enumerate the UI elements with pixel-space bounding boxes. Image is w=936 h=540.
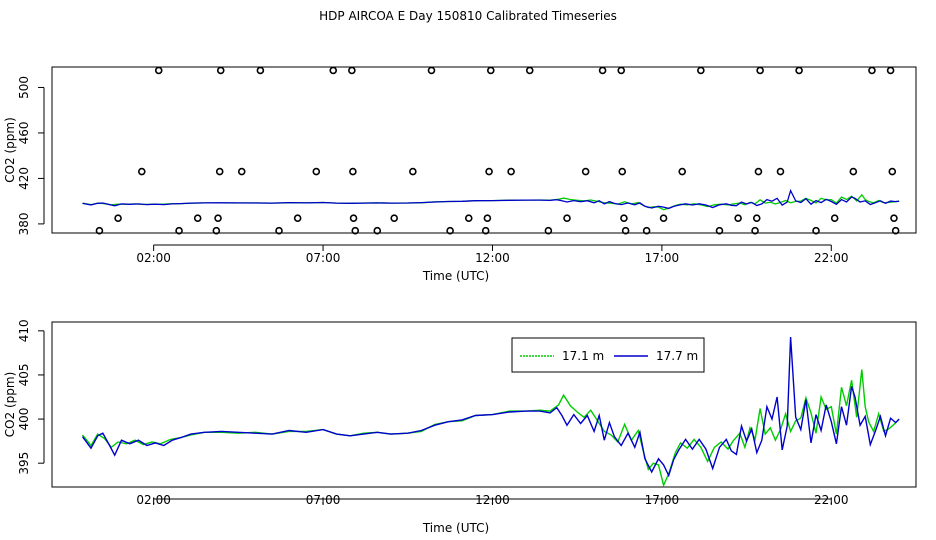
- calibration-point: [390, 214, 399, 223]
- y-axis-label: CO2 (ppm): [3, 117, 17, 183]
- calibration-point: [351, 226, 360, 235]
- legend-label: 17.1 m: [562, 349, 604, 363]
- calibration-point: [890, 214, 898, 223]
- calibration-point: [486, 66, 495, 75]
- calibration-point: [446, 226, 454, 235]
- calibration-point: [485, 167, 493, 176]
- calibration-point: [642, 226, 651, 235]
- calibration-point: [618, 167, 627, 176]
- calibration-point: [193, 214, 202, 223]
- calibration-point: [715, 226, 724, 235]
- y-tick-label: 410: [17, 319, 31, 342]
- x-tick-label: 17:00: [645, 493, 680, 507]
- x-tick-label: 17:00: [645, 251, 680, 265]
- calibration-point: [464, 214, 473, 223]
- x-axis-label: Time (UTC): [422, 521, 489, 535]
- x-tick-label: 22:00: [814, 493, 849, 507]
- calibration-point: [891, 226, 900, 235]
- calibration-point: [678, 167, 687, 176]
- calibration-point: [507, 167, 515, 176]
- series-line: [81, 336, 900, 478]
- calibration-point: [620, 214, 628, 223]
- x-tick-label: 22:00: [814, 251, 849, 265]
- plot-frame: [51, 66, 917, 234]
- y-tick-label: 420: [17, 167, 31, 190]
- calibration-point: [216, 66, 225, 75]
- calibration-point: [329, 66, 338, 75]
- calibration-point: [256, 66, 265, 75]
- y-tick-label: 395: [17, 452, 31, 475]
- calibration-point: [544, 226, 553, 235]
- calibration-point: [175, 226, 183, 235]
- calibration-point: [427, 66, 436, 75]
- top-panel: 02:00 07:00 12:00 17:00 22:00 Time (UTC) 380 42…: [3, 66, 917, 283]
- calibration-point: [581, 167, 590, 176]
- calibration-point: [659, 214, 668, 223]
- chart-title: HDP AIRCOA E Day 150810 Calibrated Times…: [319, 9, 617, 23]
- plot-frame: [51, 321, 917, 488]
- series-line: [81, 369, 900, 488]
- calibration-point: [373, 226, 382, 235]
- calibration-point: [812, 226, 820, 235]
- calibration-point: [215, 167, 224, 176]
- bottom-panel: 02:00 07:00 12:00 17:00 22:00 Time (UTC) 395 40…: [3, 319, 917, 535]
- calibration-point: [754, 167, 763, 176]
- calibration-point: [293, 214, 302, 223]
- x-tick-label: 12:00: [475, 493, 510, 507]
- calibration-point: [275, 226, 283, 235]
- calibration-point: [525, 66, 534, 75]
- calibration-point: [886, 66, 895, 75]
- calibration-point: [348, 66, 356, 75]
- calibration-point: [795, 66, 803, 75]
- calibration-point: [481, 226, 490, 235]
- calibration-point: [409, 167, 417, 176]
- y-tick-label: 400: [17, 408, 31, 431]
- calibration-point: [617, 66, 626, 75]
- calibration-point: [212, 226, 221, 235]
- calibration-point: [734, 214, 742, 223]
- y-tick-label: 500: [17, 76, 31, 99]
- calibration-point: [888, 167, 897, 176]
- x-tick-label: 12:00: [475, 251, 510, 265]
- calibration-point: [751, 226, 759, 235]
- calibration-point: [697, 66, 705, 75]
- y-axis-label: CO2 (ppm): [3, 372, 17, 438]
- legend: 17.1 m 17.7 m: [511, 337, 705, 373]
- calibration-point: [830, 214, 839, 223]
- calibration-point: [756, 66, 764, 75]
- calibration-point: [621, 226, 630, 235]
- calibration-point: [868, 66, 876, 75]
- calibration-point: [154, 66, 163, 75]
- calibration-point: [598, 66, 607, 75]
- calibration-point: [849, 167, 858, 176]
- calibration-point: [563, 214, 571, 223]
- calibration-point: [349, 167, 357, 176]
- calibration-point: [137, 167, 146, 176]
- calibration-point: [114, 214, 122, 223]
- y-tick-label: 380: [17, 212, 31, 235]
- legend-box: [511, 337, 705, 373]
- x-axis-label: Time (UTC): [422, 269, 489, 283]
- calibration-point: [237, 167, 246, 176]
- x-tick-label: 07:00: [306, 251, 341, 265]
- x-tick-label: 02:00: [136, 251, 171, 265]
- calibration-point: [349, 214, 358, 223]
- y-tick-label: 405: [17, 363, 31, 386]
- calibration-point: [95, 226, 104, 235]
- calibration-point: [483, 214, 492, 223]
- y-tick-label: 460: [17, 121, 31, 144]
- series-line-top: [82, 188, 900, 210]
- x-tick-label: 07:00: [306, 493, 341, 507]
- calibration-point: [312, 167, 321, 176]
- calibration-point: [214, 214, 222, 223]
- x-tick-label: 02:00: [136, 493, 171, 507]
- legend-label: 17.7 m: [656, 349, 698, 363]
- calibration-point: [776, 167, 785, 176]
- calibration-point: [752, 214, 761, 223]
